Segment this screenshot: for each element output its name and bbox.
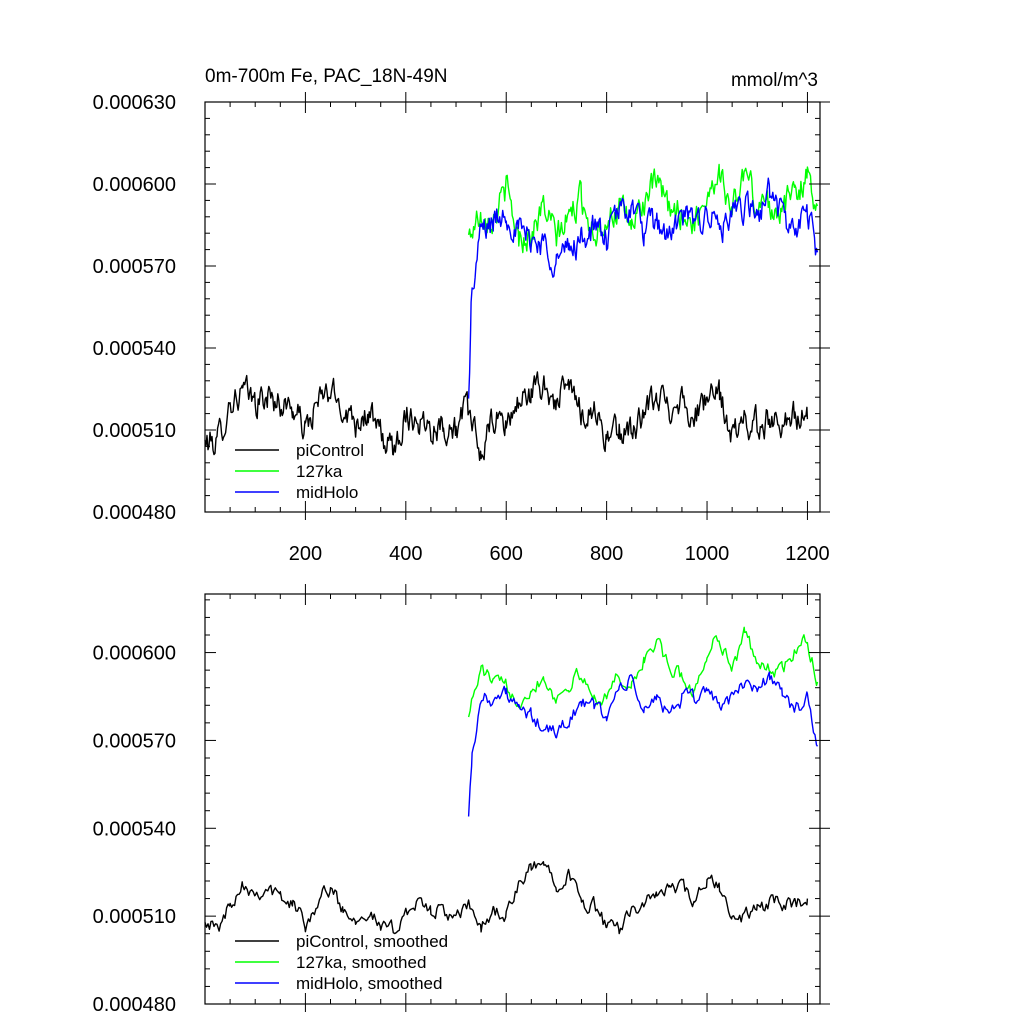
series-line-127ka <box>467 163 819 254</box>
series-line-127ka-smoothed <box>467 626 819 718</box>
top-plot-frame <box>204 101 821 513</box>
y-tick-label: 0.000600 <box>93 174 176 196</box>
y-tick-label: 0.000570 <box>93 730 176 752</box>
series-line-picontrol-smoothed <box>204 861 809 935</box>
x-tick-label: 400 <box>389 543 422 565</box>
top-legend: piControl 127ka midHolo <box>235 441 364 502</box>
series-line-midholo <box>467 177 819 399</box>
y-tick-label: 0.000510 <box>93 420 176 442</box>
legend-label: piControl <box>296 441 364 460</box>
x-tick-label: 200 <box>289 543 322 565</box>
series-line-picontrol <box>204 371 809 461</box>
legend-label: 127ka <box>296 462 343 481</box>
y-tick-label: 0.000480 <box>93 994 176 1016</box>
top-plot-lines <box>204 163 819 461</box>
y-tick-label: 0.000480 <box>93 502 176 524</box>
legend-label: piControl, smoothed <box>296 932 448 951</box>
x-tick-label: 1000 <box>685 543 730 565</box>
x-tick-label: 600 <box>490 543 523 565</box>
y-tick-label: 0.000630 <box>93 92 176 114</box>
bottom-y-ticks: 0.000480 0.000510 0.000540 0.000570 0.000600 <box>93 599 830 1016</box>
x-tick-label: 1200 <box>785 543 830 565</box>
y-tick-label: 0.000540 <box>93 338 176 360</box>
series-line-midholo-smoothed <box>467 671 819 817</box>
bottom-panel: 0.000480 0.000510 0.000540 0.000570 0.000600… <box>93 584 830 1016</box>
top-chart-units: mmol/m^3 <box>731 70 818 91</box>
bottom-x-ticks <box>229 584 808 1012</box>
top-x-ticks: 200 400 600 800 1000 1200 <box>229 92 830 565</box>
y-tick-label: 0.000570 <box>93 256 176 278</box>
top-y-ticks: 0.000480 0.000510 0.000540 0.000570 0.000600… <box>93 92 830 524</box>
top-chart-title: 0m-700m Fe, PAC_18N-49N <box>205 66 448 87</box>
bottom-plot-frame <box>204 593 821 1005</box>
bottom-legend: piControl, smoothed 127ka, smoothed midHol… <box>235 932 448 993</box>
y-tick-label: 0.000510 <box>93 906 176 928</box>
y-tick-label: 0.000600 <box>93 643 176 665</box>
legend-label: 127ka, smoothed <box>296 953 426 972</box>
legend-label: midHolo <box>296 483 358 502</box>
x-tick-label: 800 <box>590 543 623 565</box>
legend-label: midHolo, smoothed <box>296 974 442 993</box>
y-tick-label: 0.000540 <box>93 818 176 840</box>
bottom-plot-lines <box>204 626 819 935</box>
top-panel: 0m-700m Fe, PAC_18N-49N mmol/m^3 0.00048… <box>93 66 830 565</box>
